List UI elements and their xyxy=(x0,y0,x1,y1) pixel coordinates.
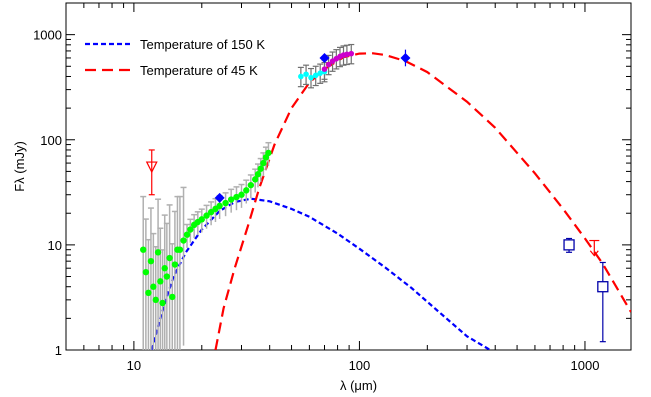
y-tick-label: 100 xyxy=(40,133,62,148)
irs-point xyxy=(183,231,191,238)
irs-point xyxy=(203,212,210,219)
irs-point xyxy=(152,296,159,304)
irs-point xyxy=(171,261,179,268)
irs-point xyxy=(176,246,184,253)
pacs-cyan-point xyxy=(298,73,304,80)
pacs-cyan-point xyxy=(303,71,309,78)
irs-point xyxy=(154,249,162,256)
irs-point xyxy=(251,176,259,183)
y-tick-label: 10 xyxy=(48,238,62,253)
irs-point xyxy=(147,257,155,265)
upper-limit-arrow-head xyxy=(589,250,599,257)
irs-point xyxy=(222,199,229,207)
irs-point xyxy=(260,159,267,167)
legend-45k-label: Temperature of 45 K xyxy=(140,63,258,78)
photometry-diamond xyxy=(214,192,225,203)
x-axis-label: λ (μm) xyxy=(340,378,377,393)
irs-point xyxy=(247,181,255,189)
irs-point xyxy=(216,202,223,210)
irs-point xyxy=(233,193,240,201)
irs-point xyxy=(159,299,166,307)
y-tick-label: 1 xyxy=(55,343,62,358)
irs-point xyxy=(166,254,173,262)
pacs-cyan-point xyxy=(308,74,314,81)
irs-point xyxy=(238,191,245,198)
pacs-magenta-point xyxy=(321,66,328,72)
model-150k-line xyxy=(150,197,491,350)
pacs-cyan-point xyxy=(312,72,319,79)
irs-point xyxy=(142,268,150,276)
irs-point xyxy=(161,265,168,272)
upper-limit-triangle xyxy=(145,161,158,174)
irs-point xyxy=(180,237,187,244)
irs-point xyxy=(140,246,147,253)
pacs-magenta-point xyxy=(344,51,350,58)
irs-point xyxy=(265,149,272,157)
irs-point xyxy=(157,278,164,285)
irs-point xyxy=(169,293,176,301)
pacs-cyan-point xyxy=(317,70,324,76)
pacs-magenta-point xyxy=(325,61,332,68)
plot-frame xyxy=(65,2,632,351)
irs-point xyxy=(254,171,262,178)
x-tick-label: 1000 xyxy=(571,358,600,373)
irs-point xyxy=(187,226,194,233)
irs-point xyxy=(145,289,152,297)
irs-point xyxy=(150,283,157,290)
irs-point xyxy=(198,216,205,223)
model-45k-line xyxy=(214,52,631,350)
photometry-diamond xyxy=(319,52,330,63)
x-tick-label: 100 xyxy=(349,358,371,373)
irs-point xyxy=(257,165,264,172)
legend-150k-label: Temperature of 150 K xyxy=(140,37,265,52)
x-tick-label: 10 xyxy=(127,358,141,373)
irs-point xyxy=(227,196,235,203)
submm-square xyxy=(597,281,609,293)
y-axis-label: Fλ (mJy) xyxy=(12,141,27,192)
irs-point xyxy=(163,273,171,280)
pacs-magenta-point xyxy=(348,50,355,57)
submm-square xyxy=(563,239,575,251)
y-tick-label: 1000 xyxy=(33,28,62,43)
photometry-diamond xyxy=(400,52,411,63)
irs-point xyxy=(243,187,250,194)
